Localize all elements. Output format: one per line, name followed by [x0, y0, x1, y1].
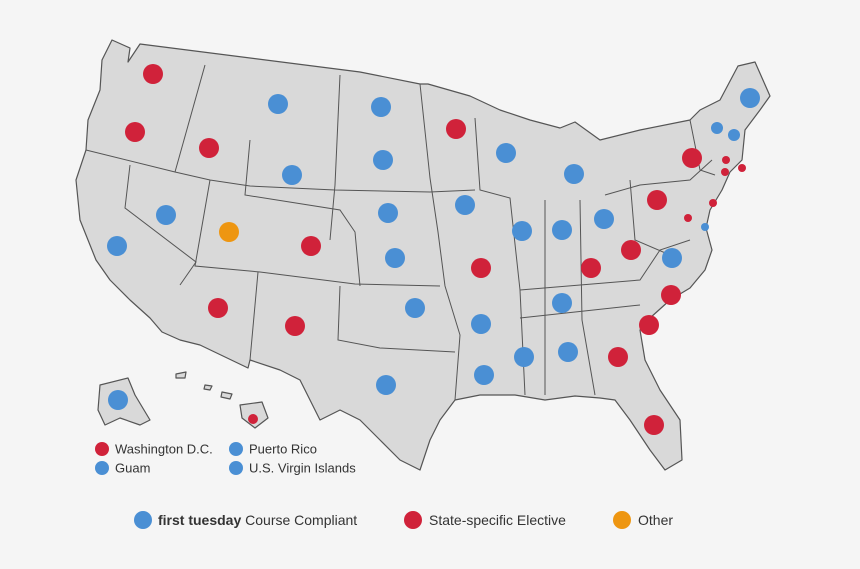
state-marker-tx — [376, 375, 396, 395]
state-marker-oh — [594, 209, 614, 229]
legend-compliant-text: Course Compliant — [241, 512, 357, 528]
state-marker-sc — [639, 315, 659, 335]
state-marker-de — [701, 223, 709, 231]
state-marker-vt — [711, 122, 723, 134]
legend-compliant-label: first tuesday Course Compliant — [158, 512, 357, 528]
state-marker-nh — [728, 129, 740, 141]
state-marker-va — [662, 248, 682, 268]
state-marker-ky — [581, 258, 601, 278]
state-marker-ar — [471, 314, 491, 334]
territory-legend: Washington D.C. Puerto Rico Guam U.S. Virgi… — [95, 442, 356, 476]
state-marker-ma — [722, 156, 730, 164]
state-marker-la — [474, 365, 494, 385]
state-marker-ri — [738, 164, 746, 172]
state-marker-ks — [385, 248, 405, 268]
territory-label: Washington D.C. — [115, 442, 213, 457]
legend-elective-label: State-specific Elective — [429, 512, 566, 528]
state-marker-ok — [405, 298, 425, 318]
state-marker-nm — [285, 316, 305, 336]
territory-marker — [95, 442, 109, 456]
state-marker-ne — [378, 203, 398, 223]
state-marker-in — [552, 220, 572, 240]
territory-label: Guam — [115, 461, 150, 476]
main-legend: first tuesday Course Compliant State-spec… — [134, 511, 673, 529]
territory-marker — [229, 442, 243, 456]
territory-marker — [95, 461, 109, 475]
state-marker-ms — [514, 347, 534, 367]
state-marker-il — [512, 221, 532, 241]
state-marker-mt — [268, 94, 288, 114]
state-marker-wy — [282, 165, 302, 185]
state-marker-nv — [156, 205, 176, 225]
state-marker-md — [684, 214, 692, 222]
state-marker-nc — [661, 285, 681, 305]
state-marker-mn — [446, 119, 466, 139]
state-marker-wa — [143, 64, 163, 84]
state-marker-al — [558, 342, 578, 362]
state-marker-ca — [107, 236, 127, 256]
state-marker-pa — [647, 190, 667, 210]
state-marker-co — [301, 236, 321, 256]
state-marker-ny — [682, 148, 702, 168]
state-marker-or — [125, 122, 145, 142]
state-marker-tn — [552, 293, 572, 313]
territory-label: Puerto Rico — [249, 442, 317, 457]
state-marker-fl — [644, 415, 664, 435]
state-marker-ia — [455, 195, 475, 215]
state-marker-id — [199, 138, 219, 158]
territory-marker — [229, 461, 243, 475]
state-marker-nj — [709, 199, 717, 207]
state-borders — [85, 64, 716, 401]
state-marker-ct — [721, 168, 729, 176]
legend-elective-marker — [404, 511, 422, 529]
legend-other-marker — [613, 511, 631, 529]
territory-label: U.S. Virgin Islands — [249, 461, 356, 476]
state-marker-nd — [371, 97, 391, 117]
state-marker-mi — [564, 164, 584, 184]
state-marker-wi — [496, 143, 516, 163]
state-marker-ga — [608, 347, 628, 367]
state-marker-az — [208, 298, 228, 318]
state-marker-hi — [248, 414, 258, 424]
legend-compliant-marker — [134, 511, 152, 529]
state-marker-sd — [373, 150, 393, 170]
state-marker-wv — [621, 240, 641, 260]
state-marker-ut — [219, 222, 239, 242]
state-marker-ak — [108, 390, 128, 410]
legend-other-label: Other — [638, 512, 673, 528]
legend-brand-text: first tuesday — [158, 512, 241, 528]
state-marker-me — [740, 88, 760, 108]
state-marker-mo — [471, 258, 491, 278]
